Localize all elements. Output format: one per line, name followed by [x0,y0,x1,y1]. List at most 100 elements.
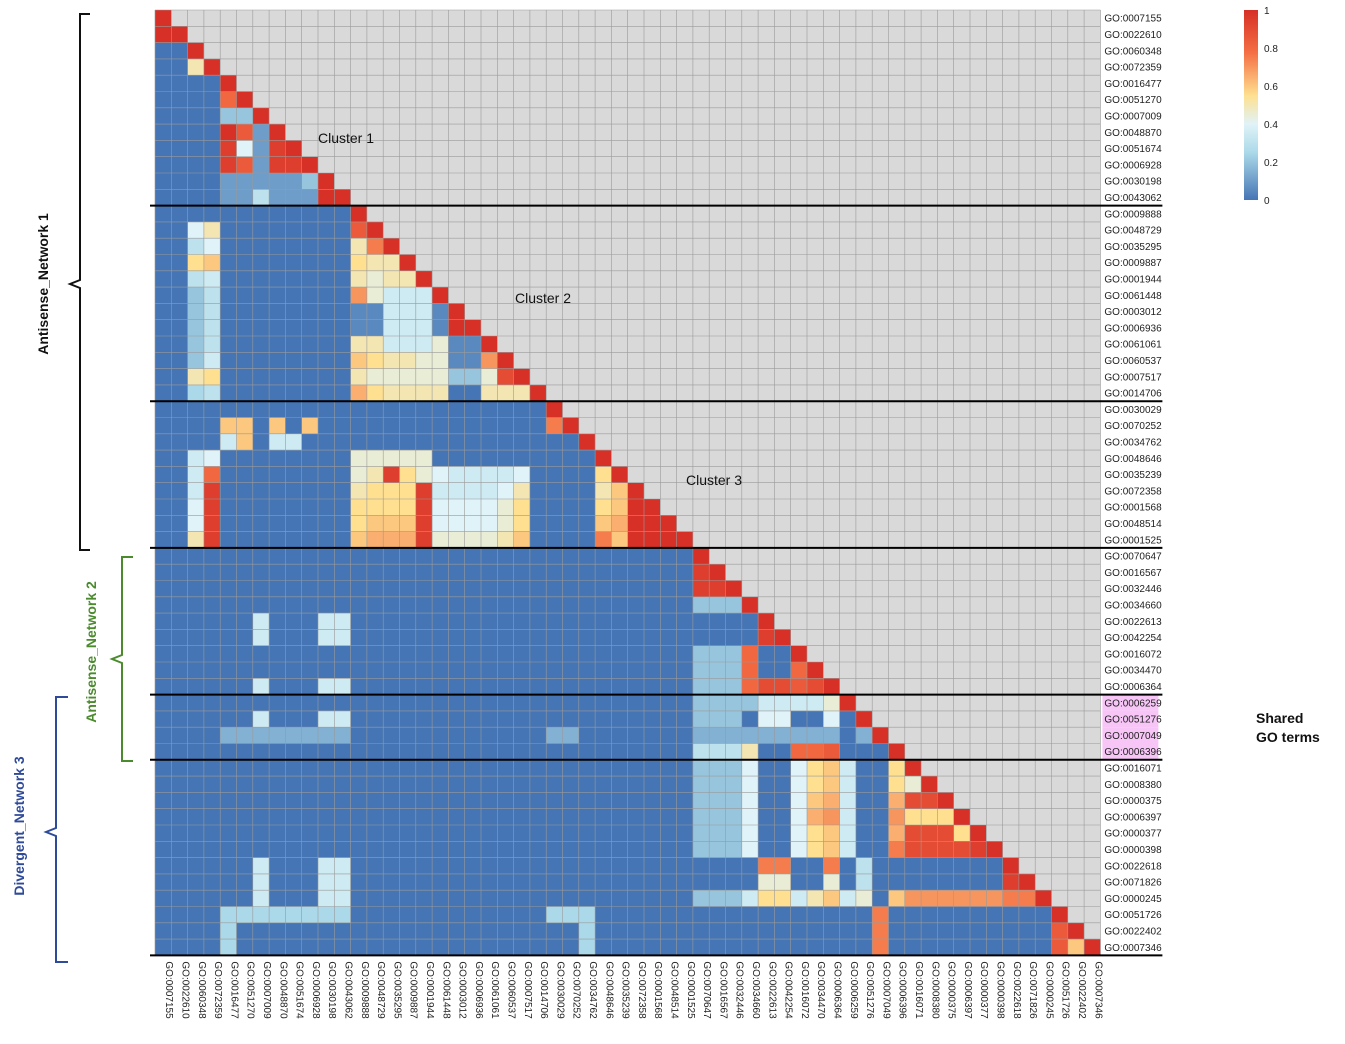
heatmap-cell [1002,515,1020,532]
heatmap-cell [236,466,253,483]
heatmap-cell [758,401,775,418]
heatmap-cell [1067,319,1085,337]
heatmap-cell [562,352,579,369]
heatmap-cell [301,613,319,630]
heatmap-cell [758,645,775,663]
heatmap-cell [1084,124,1101,141]
heatmap-cell [872,221,889,239]
heatmap-cell [709,352,726,369]
heatmap-cell [1002,238,1020,255]
heatmap-cell [415,26,433,43]
heatmap-cell [269,303,286,320]
heatmap-cell [432,303,449,320]
heatmap-cell [676,26,694,43]
heatmap-cell [383,678,400,695]
heatmap-cell [1002,645,1020,663]
heatmap-cell [839,710,857,728]
heatmap-cell [155,499,172,516]
heatmap-cell [220,710,237,728]
heatmap-cell [383,857,400,875]
heatmap-cell [318,662,335,679]
heatmap-cell [741,156,759,174]
heatmap-cell [269,841,286,858]
heatmap-cell [953,531,971,549]
heatmap-cell [1084,531,1101,549]
heatmap-cell [220,890,237,907]
heatmap-cell [888,91,905,108]
heatmap-cell [855,547,873,565]
heatmap-cell [921,776,938,793]
heatmap-cell [937,401,954,418]
heatmap-cell [627,173,645,190]
heatmap-cell [562,466,579,483]
heatmap-cell [187,189,205,206]
heatmap-cell [513,352,531,369]
heatmap-cell [366,825,384,842]
heatmap-cell [1002,890,1020,907]
heatmap-cell [513,319,531,337]
heatmap-cell [399,515,416,532]
heatmap-cell [448,678,465,695]
heatmap-cell [1067,238,1085,255]
heatmap-cell [187,499,205,516]
heatmap-cell [203,841,221,858]
heatmap-cell [155,792,172,809]
heatmap-cell [855,124,873,141]
heatmap-cell [236,75,253,92]
heatmap-cell [481,205,498,223]
heatmap-cell [692,792,710,809]
heatmap-cell [676,743,694,760]
heatmap-cell [497,352,514,369]
heatmap-cell [823,401,840,418]
heatmap-cell [366,173,384,190]
heatmap-cell [758,825,775,842]
heatmap-cell [155,91,172,108]
heatmap-cell [285,107,302,125]
heatmap-cell [318,417,335,434]
heatmap-cell [383,450,400,467]
heatmap-cell [741,759,759,777]
heatmap-cell [937,303,954,320]
heatmap-cell [464,319,482,337]
heatmap-cell [578,221,596,239]
heatmap-cell [252,629,270,646]
heatmap-cell [399,857,416,875]
heatmap-cells [155,10,1101,956]
heatmap-cell [513,10,531,27]
heatmap-cell [1018,352,1036,369]
heatmap-cell [285,547,302,565]
heatmap-cell [301,694,319,712]
row-label: GO:0030029 [1104,405,1162,416]
heatmap-cell [464,189,482,206]
heatmap-cell [823,759,840,777]
heatmap-cell [415,156,433,174]
heatmap-cell [970,515,987,532]
heatmap-cell [285,238,302,255]
heatmap-cell [171,270,188,288]
heatmap-cell [497,270,514,288]
heatmap-cell [318,368,335,386]
heatmap-cell [513,156,531,174]
heatmap-cell [611,368,628,386]
heatmap-cell [383,613,400,630]
column-label: GO:0030198 [326,961,337,1019]
heatmap-cell [839,238,857,255]
heatmap-cell [415,759,433,777]
heatmap-cell [725,678,742,695]
row-label: GO:0001944 [1104,275,1162,286]
heatmap-cell [774,857,791,875]
heatmap-cell [627,629,645,646]
heatmap-cell [660,384,677,402]
heatmap-cell [872,189,889,206]
heatmap-cell [676,352,694,369]
heatmap-cell [774,922,791,940]
heatmap-cell [741,466,759,483]
heatmap-cell [481,808,498,826]
heatmap-cell [807,890,824,907]
heatmap-cell [839,906,857,923]
heatmap-cell [252,368,270,386]
heatmap-cell [334,287,351,304]
heatmap-cell [269,173,286,190]
heatmap-cell [660,547,677,565]
heatmap-cell [334,613,351,630]
